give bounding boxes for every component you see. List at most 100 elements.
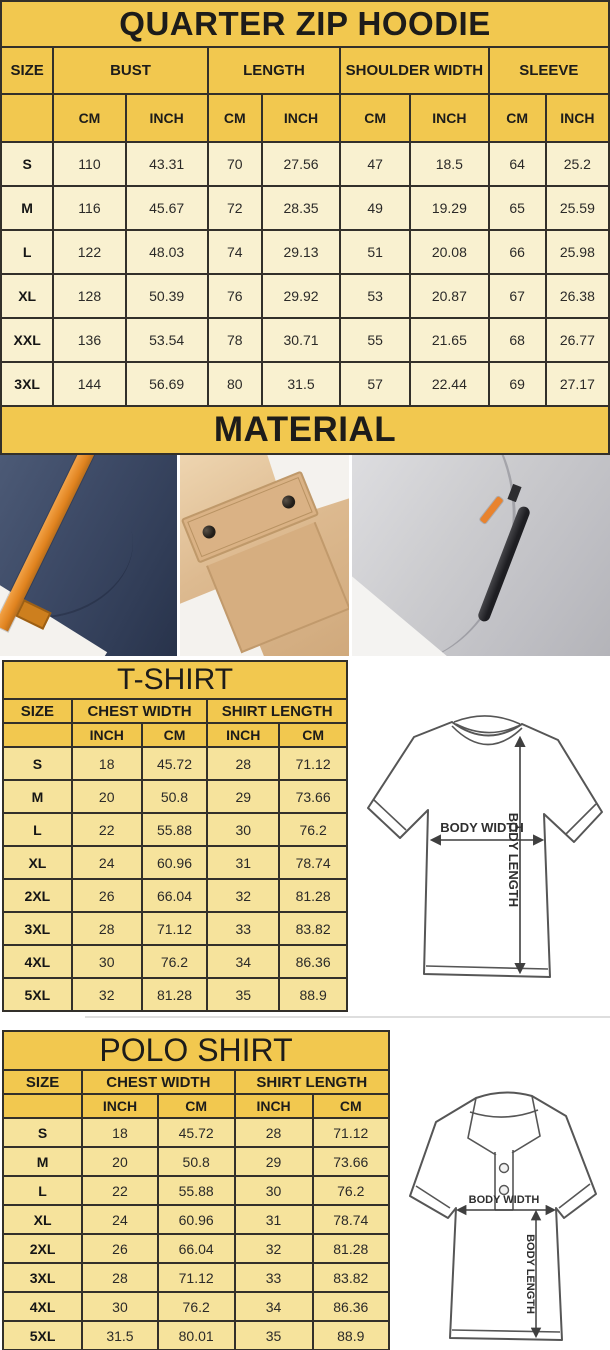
measurement-value-cell: 56.69: [124, 361, 209, 407]
measurement-value-cell: 26: [70, 878, 143, 913]
material-section-title: MATERIAL: [0, 407, 610, 455]
size-cell: S: [0, 141, 55, 187]
table-row: XL 128 50.39 76 29.92 53 20.87 67 26.38: [0, 273, 610, 319]
shoulder-width-column-header: SHOULDER WIDTH: [339, 46, 490, 95]
measurement-value-cell: 31: [233, 1204, 314, 1235]
measurement-value-cell: 47: [339, 141, 412, 187]
measurement-value-cell: 33: [233, 1262, 314, 1293]
measurement-value-cell: 66.04: [156, 1233, 236, 1264]
unit-header: INCH: [260, 93, 342, 143]
measurement-value-cell: 81.28: [140, 977, 209, 1012]
body-width-label: BODY WIDTH: [440, 820, 524, 835]
size-cell: XL: [1, 1204, 84, 1235]
measurement-value-cell: 19.29: [409, 185, 490, 231]
table-row: SIZE CHEST WIDTH SHIRT LENGTH: [2, 698, 348, 724]
measurement-value-cell: 30: [70, 944, 143, 979]
size-cell: 3XL: [2, 911, 73, 946]
unit-header: INCH: [124, 93, 209, 143]
polo-line-drawing: BODY WIDTH BODY LENGTH: [409, 1091, 597, 1341]
measurement-value-cell: 22.44: [409, 361, 490, 407]
blank-cell: [0, 93, 55, 143]
measurement-value-cell: 76.2: [311, 1175, 391, 1206]
table-row: POLO SHIRT: [2, 1030, 390, 1071]
measurement-value-cell: 55.88: [156, 1175, 236, 1206]
measurement-value-cell: 32: [233, 1233, 314, 1264]
measurement-value-cell: 66: [487, 229, 547, 275]
measurement-value-cell: 27.56: [260, 141, 342, 187]
polo-size-table: POLO SHIRT SIZE CHEST WIDTH SHIRT LENGTH…: [1, 1030, 391, 1350]
measurement-value-cell: 76.2: [156, 1291, 236, 1322]
size-cell: L: [0, 229, 55, 275]
table-row: 2XL 26 66.04 32 81.28: [1, 1233, 391, 1264]
unit-header: INCH: [70, 722, 143, 748]
unit-header: INCH: [81, 1093, 159, 1119]
measurement-value-cell: 50.39: [124, 273, 209, 319]
measurement-value-cell: 66.04: [140, 878, 209, 913]
measurement-value-cell: 30: [206, 812, 281, 847]
table-row: QUARTER ZIP HOODIE: [0, 0, 610, 48]
measurement-value-cell: 32: [70, 977, 143, 1012]
table-row: S 18 45.72 28 71.12: [2, 746, 348, 781]
hoodie-size-table: QUARTER ZIP HOODIE SIZE BUST LENGTH SHOU…: [0, 0, 610, 407]
table-row: XL 24 60.96 31 78.74: [2, 845, 348, 880]
measurement-value-cell: 34: [206, 944, 281, 979]
measurement-value-cell: 64: [487, 141, 547, 187]
measurement-value-cell: 24: [70, 845, 143, 880]
measurement-value-cell: 21.65: [409, 317, 490, 363]
measurement-value-cell: 86.36: [311, 1291, 391, 1322]
polo-table-body: S 18 45.72 28 71.12 M 20 50.8 29 73.66 L 22 55.88 30 7…: [1, 1117, 391, 1350]
measurement-value-cell: 76.2: [278, 812, 348, 847]
measurement-value-cell: 71.12: [278, 746, 348, 781]
size-cell: 4XL: [2, 944, 73, 979]
measurement-value-cell: 31.5: [260, 361, 342, 407]
chest-width-column-header: CHEST WIDTH: [81, 1069, 236, 1095]
measurement-value-cell: 26: [81, 1233, 159, 1264]
size-cell: M: [0, 185, 55, 231]
size-cell: XL: [0, 273, 55, 319]
unit-header: INCH: [233, 1093, 314, 1119]
measurement-value-cell: 25.2: [544, 141, 610, 187]
polo-button: [498, 1162, 510, 1174]
table-row: S 110 43.31 70 27.56 47 18.5 64 25.2: [0, 141, 610, 187]
measurement-value-cell: 33: [206, 911, 281, 946]
measurement-value-cell: 72: [206, 185, 263, 231]
measurement-value-cell: 83.82: [311, 1262, 391, 1293]
measurement-value-cell: 50.8: [156, 1146, 236, 1177]
blank-cell: [2, 722, 73, 748]
measurement-value-cell: 128: [52, 273, 127, 319]
snap-button: [280, 493, 298, 511]
size-column-header: SIZE: [1, 1069, 84, 1095]
table-row: 5XL 32 81.28 35 88.9: [2, 977, 348, 1012]
measurement-value-cell: 57: [339, 361, 412, 407]
material-title-text: MATERIAL: [213, 410, 397, 449]
measurement-value-cell: 83.82: [278, 911, 348, 946]
measurement-value-cell: 45.72: [140, 746, 209, 781]
measurement-value-cell: 20.87: [409, 273, 490, 319]
measurement-value-cell: 48.03: [124, 229, 209, 275]
measurement-value-cell: 65: [487, 185, 547, 231]
unit-header: CM: [156, 1093, 236, 1119]
unit-header: INCH: [206, 722, 281, 748]
size-cell: S: [1, 1117, 84, 1148]
measurement-value-cell: 25.59: [544, 185, 610, 231]
navy-fleece-orange-drawstring-photo: [0, 455, 177, 656]
unit-header: CM: [311, 1093, 391, 1119]
measurement-value-cell: 78.74: [278, 845, 348, 880]
table-row: XL 24 60.96 31 78.74: [1, 1204, 391, 1235]
table-row: S 18 45.72 28 71.12: [1, 1117, 391, 1148]
measurement-value-cell: 88.9: [278, 977, 348, 1012]
size-cell: 5XL: [1, 1320, 84, 1350]
measurement-value-cell: 28: [81, 1262, 159, 1293]
size-column-header: SIZE: [2, 698, 73, 724]
table-row: 2XL 26 66.04 32 81.28: [2, 878, 348, 913]
measurement-value-cell: 29.92: [260, 273, 342, 319]
hoodie-table-title: QUARTER ZIP HOODIE: [0, 0, 610, 48]
table-row: L 22 55.88 30 76.2: [2, 812, 348, 847]
measurement-value-cell: 116: [52, 185, 127, 231]
table-row: L 122 48.03 74 29.13 51 20.08 66 25.98: [0, 229, 610, 275]
unit-header: CM: [278, 722, 348, 748]
measurement-value-cell: 28.35: [260, 185, 342, 231]
measurement-value-cell: 28: [233, 1117, 314, 1148]
measurement-value-cell: 70: [206, 141, 263, 187]
size-cell: XL: [2, 845, 73, 880]
